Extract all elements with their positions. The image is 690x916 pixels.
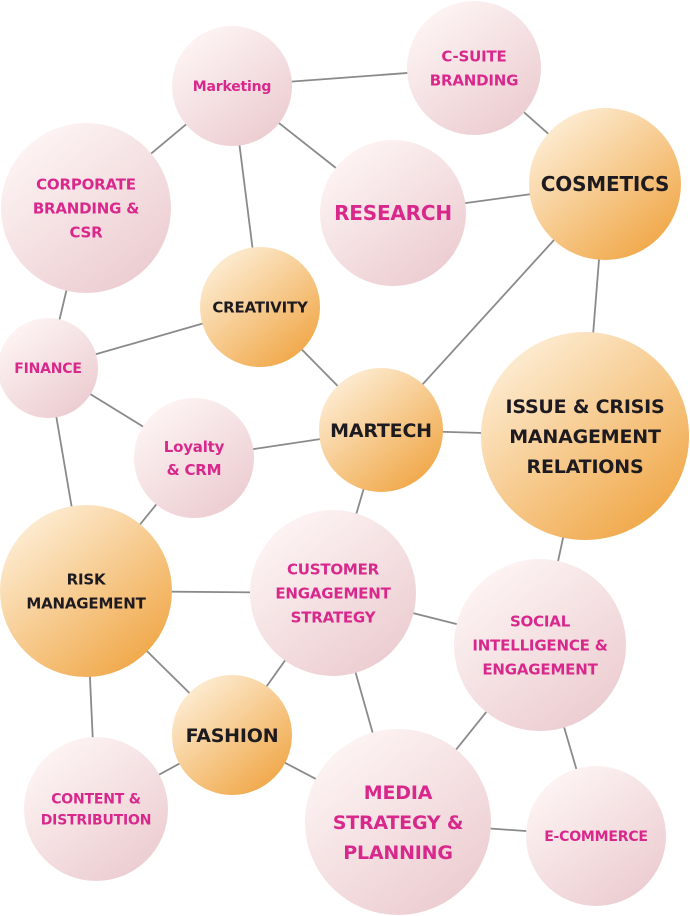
node-circle-customer-engagement bbox=[250, 510, 416, 676]
node-circle-c-suite-branding bbox=[407, 1, 541, 135]
node-label-corporate-branding-csr: CSR bbox=[69, 223, 103, 241]
node-label-corporate-branding-csr: BRANDING & bbox=[33, 199, 139, 217]
node-label-customer-engagement: ENGAGEMENT bbox=[275, 584, 391, 602]
node-label-e-commerce: E-COMMERCE bbox=[544, 829, 648, 845]
node-label-risk-management: RISK bbox=[67, 570, 107, 588]
node-fashion: FASHION bbox=[172, 675, 292, 795]
node-cosmetics: COSMETICS bbox=[529, 108, 681, 260]
node-circle-fashion bbox=[172, 675, 292, 795]
node-label-customer-engagement: STRATEGY bbox=[291, 608, 377, 626]
node-martech: MARTECH bbox=[319, 368, 443, 492]
node-label-loyalty-crm: & CRM bbox=[167, 461, 222, 479]
node-label-corporate-branding-csr: CORPORATE bbox=[36, 175, 136, 193]
node-circle-content-distribution bbox=[24, 737, 168, 881]
node-circle-issue-crisis bbox=[481, 332, 689, 540]
node-label-c-suite-branding: C-SUITE bbox=[441, 47, 506, 65]
node-creativity: CREATIVITY bbox=[200, 247, 320, 367]
node-label-content-distribution: CONTENT & bbox=[51, 792, 141, 808]
node-label-social-intelligence: ENGAGEMENT bbox=[482, 660, 598, 678]
node-label-c-suite-branding: BRANDING bbox=[430, 71, 518, 89]
node-social-intelligence: SOCIAL INTELLIGENCE & ENGAGEMENT bbox=[454, 559, 626, 731]
node-label-issue-crisis: RELATIONS bbox=[527, 456, 644, 478]
node-customer-engagement: CUSTOMER ENGAGEMENT STRATEGY bbox=[250, 510, 416, 676]
node-circle-marketing bbox=[172, 26, 292, 146]
node-circle-creativity bbox=[200, 247, 320, 367]
node-e-commerce: E-COMMERCE bbox=[526, 766, 666, 906]
node-label-media-strategy: STRATEGY & bbox=[333, 812, 464, 834]
node-circle-research bbox=[320, 140, 466, 286]
node-label-creativity: CREATIVITY bbox=[212, 298, 309, 316]
node-circle-corporate-branding-csr bbox=[1, 123, 171, 293]
node-label-finance: FINANCE bbox=[14, 361, 81, 377]
node-circle-martech bbox=[319, 368, 443, 492]
node-label-social-intelligence: SOCIAL bbox=[510, 612, 571, 630]
node-label-social-intelligence: INTELLIGENCE & bbox=[472, 636, 607, 654]
node-label-customer-engagement: CUSTOMER bbox=[287, 560, 380, 578]
node-circle-e-commerce bbox=[526, 766, 666, 906]
node-label-martech: MARTECH bbox=[330, 420, 432, 442]
node-issue-crisis: ISSUE & CRISIS MANAGEMENT RELATIONS bbox=[481, 332, 689, 540]
node-marketing: Marketing bbox=[172, 26, 292, 146]
node-loyalty-crm: Loyalty & CRM bbox=[134, 398, 254, 518]
node-circle-finance bbox=[0, 318, 98, 418]
node-label-content-distribution: DISTRIBUTION bbox=[41, 813, 151, 829]
node-c-suite-branding: C-SUITE BRANDING bbox=[407, 1, 541, 135]
node-circle-social-intelligence bbox=[454, 559, 626, 731]
node-label-issue-crisis: ISSUE & CRISIS bbox=[505, 396, 664, 418]
node-label-risk-management: MANAGEMENT bbox=[26, 594, 146, 612]
node-label-fashion: FASHION bbox=[186, 725, 279, 747]
node-content-distribution: CONTENT & DISTRIBUTION bbox=[24, 737, 168, 881]
node-finance: FINANCE bbox=[0, 318, 98, 418]
node-label-loyalty-crm: Loyalty bbox=[164, 438, 225, 456]
node-risk-management: RISK MANAGEMENT bbox=[0, 505, 172, 677]
node-circle-loyalty-crm bbox=[134, 398, 254, 518]
node-label-marketing: Marketing bbox=[193, 79, 271, 95]
node-corporate-branding-csr: CORPORATE BRANDING & CSR bbox=[1, 123, 171, 293]
node-research: RESEARCH bbox=[320, 140, 466, 286]
node-label-research: RESEARCH bbox=[334, 201, 452, 225]
node-circle-risk-management bbox=[0, 505, 172, 677]
node-label-issue-crisis: MANAGEMENT bbox=[509, 426, 661, 448]
node-label-media-strategy: MEDIA bbox=[364, 782, 433, 804]
node-label-cosmetics: COSMETICS bbox=[541, 172, 669, 196]
node-label-media-strategy: PLANNING bbox=[343, 842, 453, 864]
node-circle-cosmetics bbox=[529, 108, 681, 260]
node-media-strategy: MEDIA STRATEGY & PLANNING bbox=[305, 729, 491, 915]
node-circle-media-strategy bbox=[305, 729, 491, 915]
